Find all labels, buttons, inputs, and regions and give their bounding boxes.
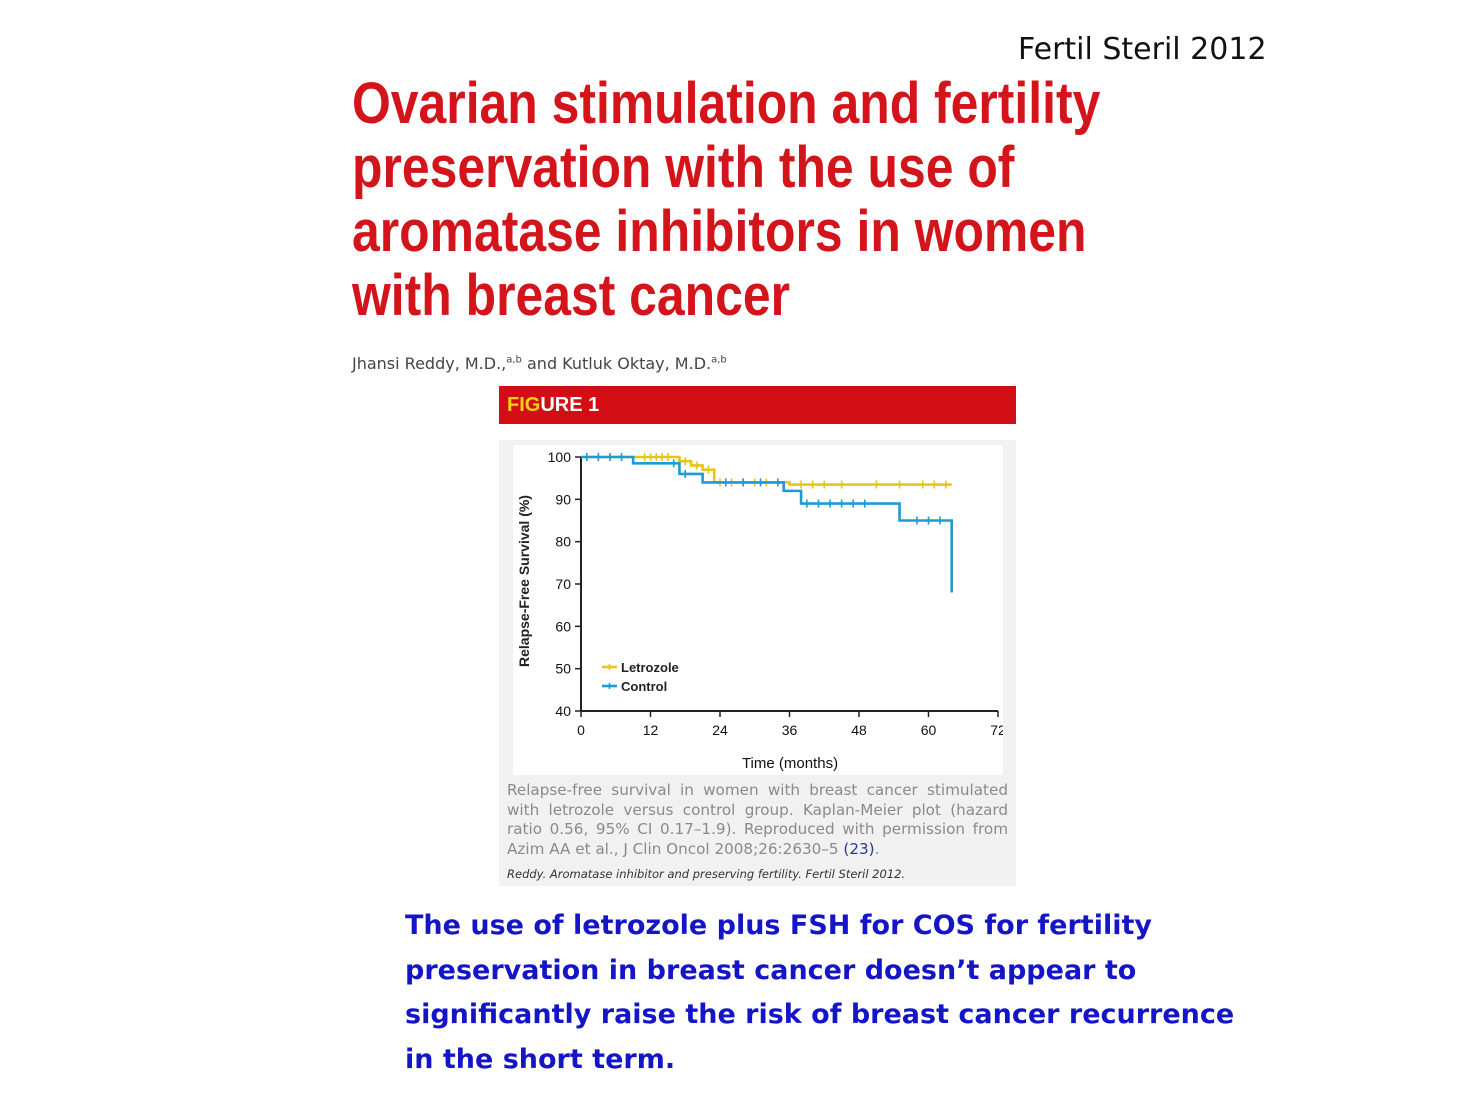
- y-tick-label: 70: [555, 576, 571, 592]
- caption-end: .: [874, 839, 880, 858]
- summary-line: in the short term.: [405, 1043, 676, 1075]
- figure-source: Reddy. Aromatase inhibitor and preservin…: [507, 867, 906, 881]
- caption-text: Relapse-free survival in women with brea…: [507, 781, 1008, 858]
- title-line: aromatase inhibitors in women: [352, 199, 1087, 264]
- letrozole-legend-label: Letrozole: [621, 660, 679, 675]
- author-name: and Kutluk Oktay, M.D.: [521, 354, 712, 373]
- title-line: preservation with the use of: [352, 135, 1015, 200]
- paper-title: Ovarian stimulation and fertility preser…: [352, 72, 1126, 328]
- x-tick-label: 36: [782, 722, 798, 738]
- chart-legend: Letrozole Control: [602, 660, 679, 694]
- figure-label-rest: URE 1: [540, 394, 600, 416]
- y-tick-label: 40: [555, 703, 571, 719]
- x-tick-label: 24: [712, 722, 728, 738]
- summary-line: The use of letrozole plus FSH for COS fo…: [405, 910, 1152, 941]
- x-tick-label: 48: [851, 722, 867, 738]
- title-line: with breast cancer: [352, 263, 791, 328]
- control-legend-label: Control: [621, 679, 667, 694]
- y-tick-label: 80: [555, 534, 571, 550]
- kaplan-meier-chart: 0 12 24 36 48 60 72 40 50 60 70 80 90 100 Letrozole Co…: [513, 445, 1003, 775]
- caption-reference: (23): [843, 839, 875, 858]
- title-line: Ovarian stimulation and fertility: [352, 71, 1101, 136]
- x-tick-label: 12: [643, 722, 659, 738]
- author-affiliation: a,b: [711, 354, 727, 366]
- chart-series: [581, 453, 953, 593]
- author-line: Jhansi Reddy, M.D.,a,b and Kutluk Oktay,…: [352, 354, 727, 373]
- figure-header-bar: FIGURE 1: [499, 386, 1016, 424]
- figure-caption: Relapse-free survival in women with brea…: [507, 781, 1008, 859]
- summary-text: The use of letrozole plus FSH for COS fo…: [405, 904, 1245, 1082]
- figure-label: FIGURE 1: [507, 394, 599, 417]
- y-axis-label: Relapse-Free Survival (%): [516, 495, 532, 667]
- x-axis-label: Time (months): [742, 755, 838, 772]
- author-name: Jhansi Reddy, M.D.,: [352, 354, 507, 373]
- chart-axes: 0 12 24 36 48 60 72 40 50 60 70 80 90 100: [548, 449, 1003, 738]
- x-tick-label: 0: [577, 722, 585, 738]
- x-tick-label: 72: [990, 722, 1003, 738]
- figure-label-highlight: FIG: [507, 394, 541, 416]
- journal-citation: Fertil Steril 2012: [1018, 32, 1267, 67]
- y-tick-label: 60: [555, 618, 571, 634]
- summary-line: preservation in breast cancer doesn’t ap…: [405, 954, 1137, 986]
- control-survival-line: [581, 455, 953, 593]
- y-tick-label: 90: [555, 491, 571, 507]
- author-affiliation: a,b: [506, 354, 522, 366]
- y-tick-label: 50: [555, 661, 571, 677]
- y-tick-label: 100: [548, 449, 572, 465]
- summary-line: significantly raise the risk of breast c…: [405, 999, 1235, 1030]
- chart-background: [513, 445, 1003, 775]
- x-tick-label: 60: [921, 722, 937, 738]
- letrozole-survival-line: [581, 455, 952, 486]
